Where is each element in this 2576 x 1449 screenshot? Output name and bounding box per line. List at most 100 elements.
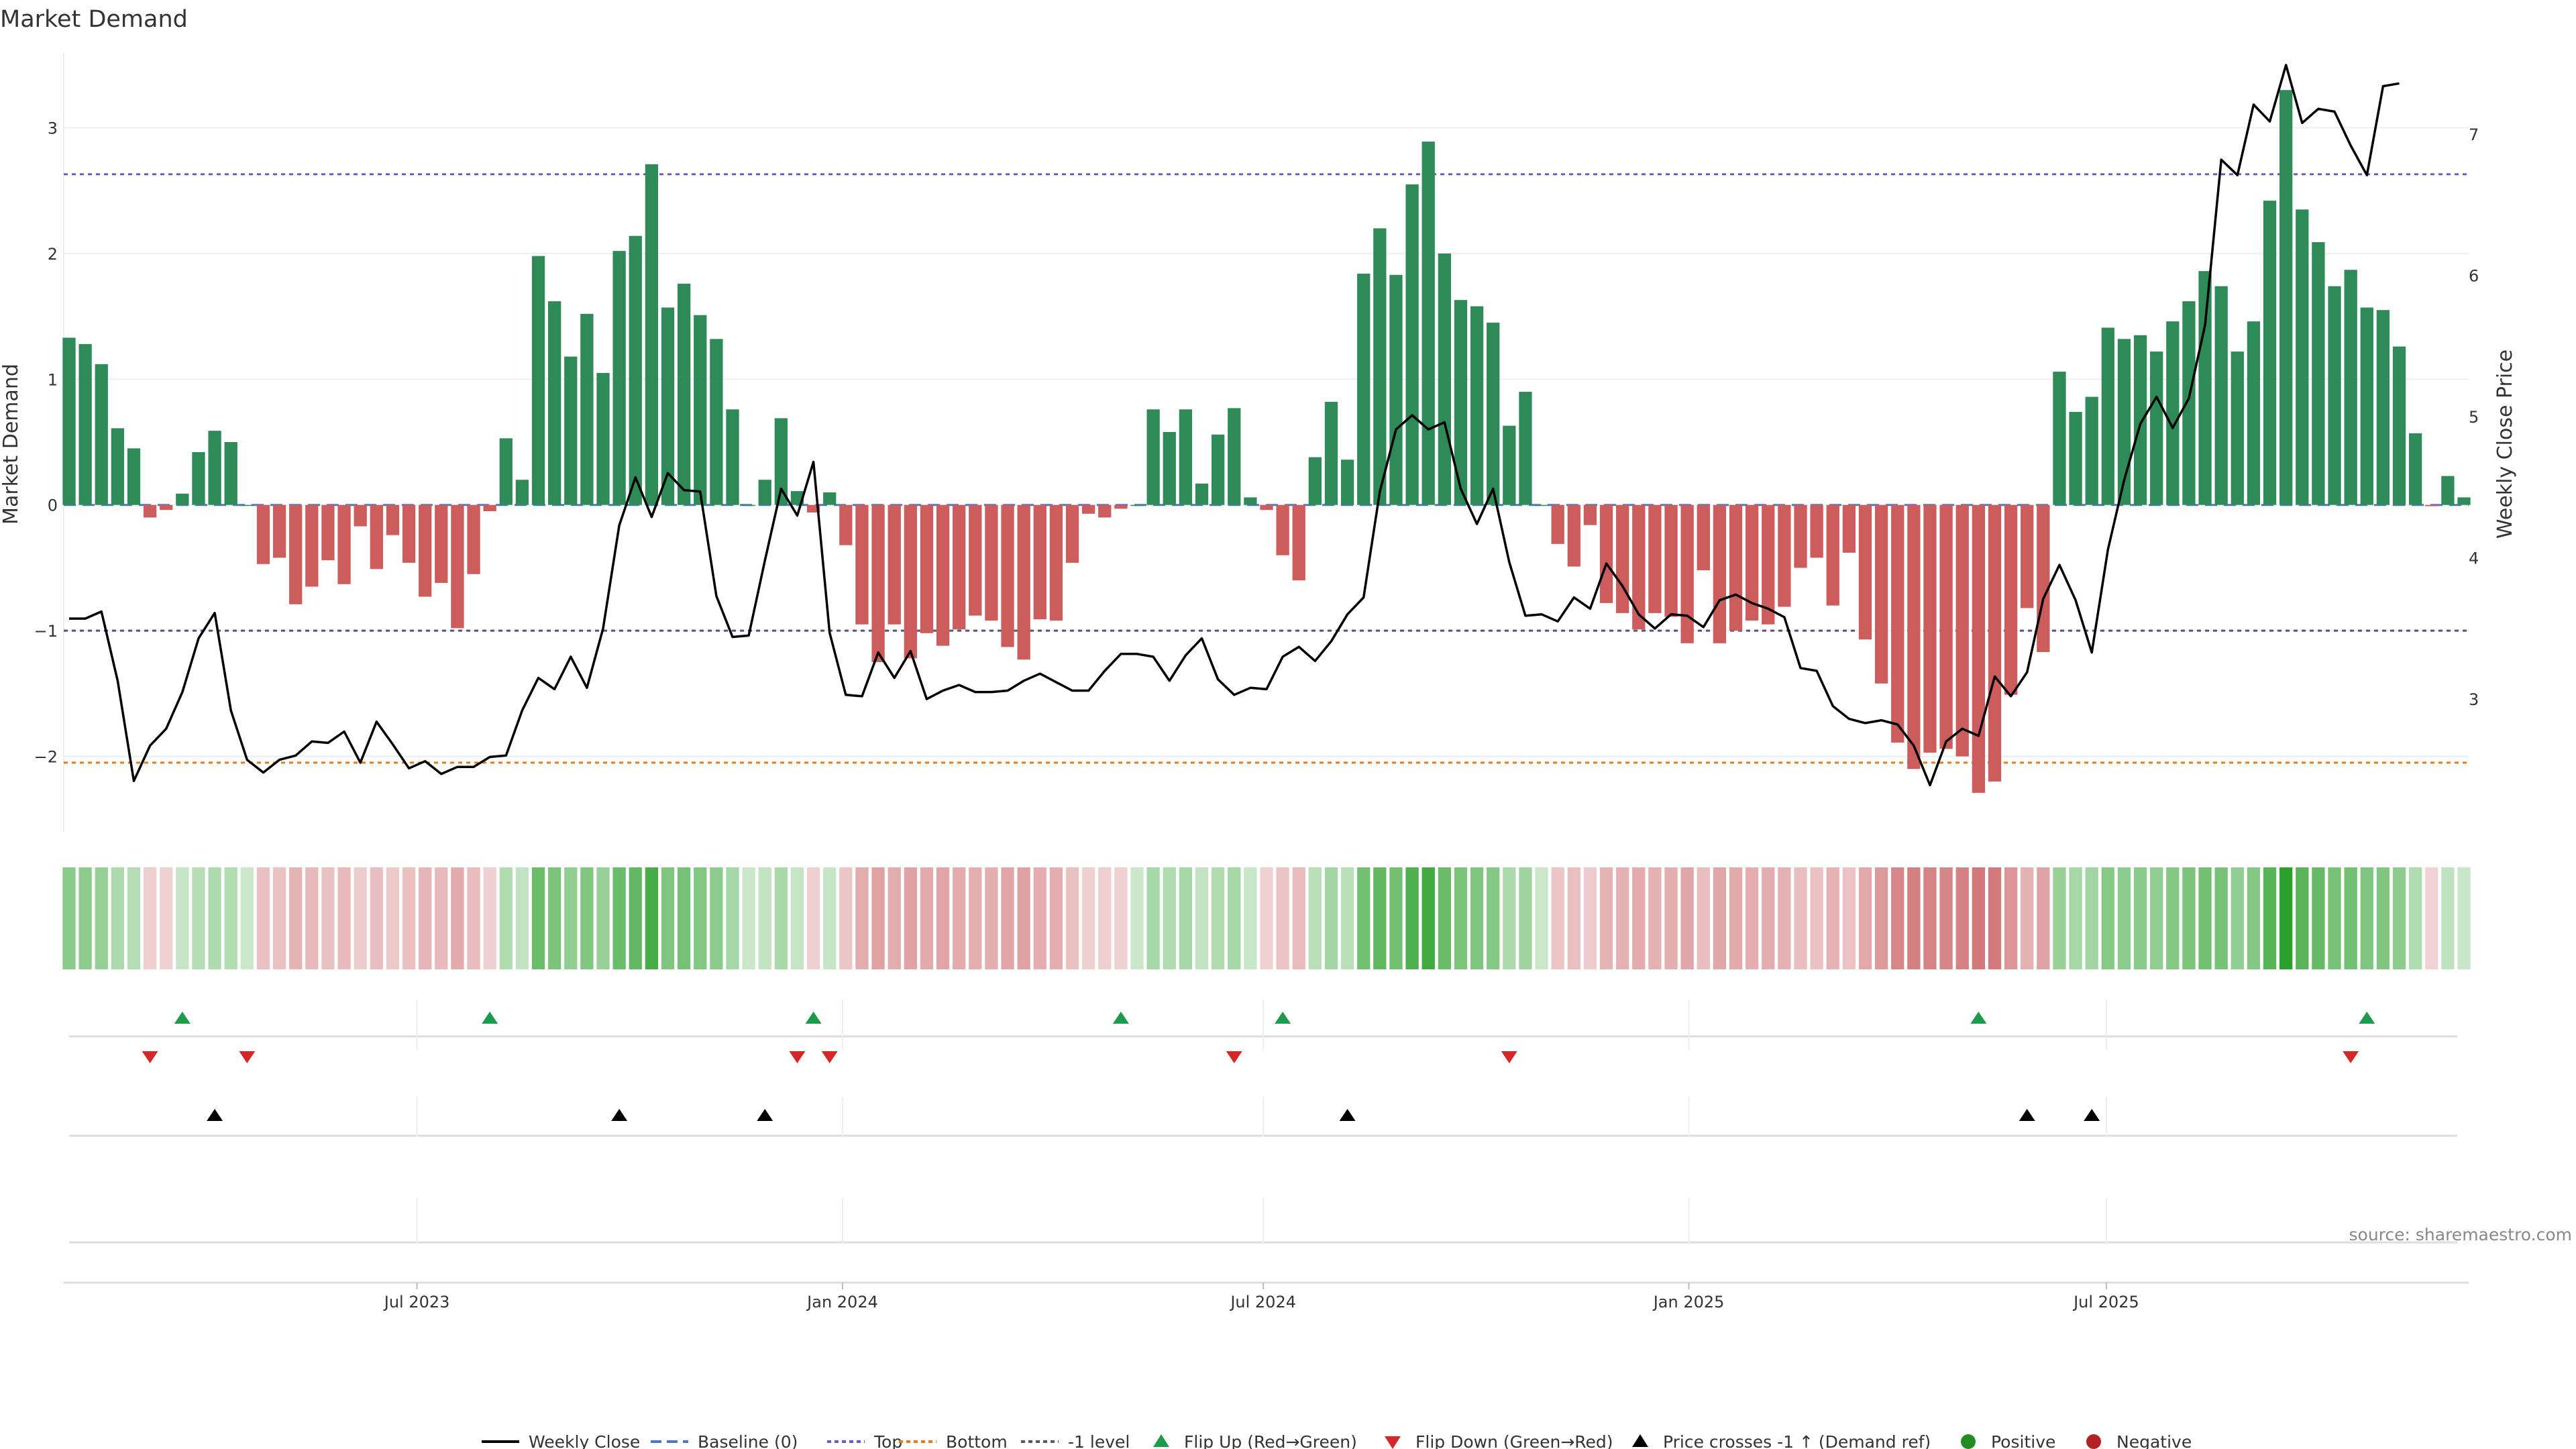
legend-item: -1 level: [1021, 1432, 1130, 1449]
heat-cell: [451, 867, 464, 969]
heat-cell: [1260, 867, 1273, 969]
price-cross-marker: [2084, 1109, 2100, 1121]
legend-swatch: [2086, 1434, 2101, 1449]
demand-bar: [2037, 504, 2050, 652]
heat-cell: [774, 867, 788, 969]
price-cross-marker: [1339, 1109, 1356, 1121]
demand-bar: [2392, 346, 2406, 505]
heat-cell: [1389, 867, 1403, 969]
flip-down-marker: [142, 1051, 158, 1063]
heat-cell: [1567, 867, 1580, 969]
legend-item: Price crosses -1 ↑ (Demand ref): [1632, 1432, 1931, 1449]
heat-cell: [1357, 867, 1371, 969]
heat-cell: [823, 867, 837, 969]
demand-bar: [1519, 392, 1532, 505]
demand-bar: [176, 493, 189, 505]
demand-bar: [451, 504, 464, 629]
demand-bar: [2182, 301, 2196, 505]
demand-bar: [904, 504, 917, 659]
heat-cell: [386, 867, 400, 969]
demand-bar: [1389, 274, 1403, 505]
heat-cell: [548, 867, 561, 969]
demand-bar: [1680, 504, 1694, 643]
heat-cell: [1001, 867, 1014, 969]
heat-cell: [1179, 867, 1193, 969]
heat-cell: [806, 867, 820, 969]
demand-bar: [2344, 270, 2357, 505]
flip-up-marker: [2359, 1012, 2375, 1024]
heat-cell: [2263, 867, 2277, 969]
heat-cell: [888, 867, 901, 969]
demand-bar: [1664, 504, 1678, 617]
flip-up-marker: [482, 1012, 498, 1024]
heat-cell: [1340, 867, 1354, 969]
left-axis-title: Market Demand: [0, 364, 23, 525]
heat-cell: [515, 867, 529, 969]
legend-label: Baseline (0): [698, 1432, 798, 1449]
heat-cell: [2166, 867, 2180, 969]
heat-cell: [1519, 867, 1532, 969]
heat-cell: [839, 867, 853, 969]
event-rows: [69, 1000, 2457, 1244]
heat-cell: [904, 867, 917, 969]
demand-bar: [1923, 504, 1937, 753]
heat-cell: [1324, 867, 1338, 969]
demand-bar: [1842, 504, 1856, 553]
demand-bar: [1211, 434, 1225, 505]
demand-bar: [1972, 504, 1985, 793]
heat-cell: [435, 867, 448, 969]
demand-bar: [515, 480, 529, 505]
heat-cell: [969, 867, 982, 969]
heat-cell: [2312, 867, 2325, 969]
heat-cell: [677, 867, 691, 969]
heat-cell: [2198, 867, 2212, 969]
demand-bar: [1583, 504, 1597, 525]
legend-label: Flip Up (Red→Green): [1184, 1432, 1357, 1449]
heat-cell: [419, 867, 432, 969]
heat-cell: [2376, 867, 2390, 969]
heat-cell: [499, 867, 513, 969]
x-tick-label: Jan 2024: [806, 1293, 878, 1311]
heat-cell: [2069, 867, 2082, 969]
heat-cell: [143, 867, 157, 969]
price-cross-marker: [611, 1109, 628, 1121]
demand-bar: [1891, 504, 1904, 743]
flip-up-marker: [174, 1012, 191, 1024]
demand-bar: [2021, 504, 2034, 608]
heat-cell: [1098, 867, 1112, 969]
demand-bar: [580, 313, 594, 505]
chart-title: Market Demand: [0, 6, 188, 33]
heat-cell: [2117, 867, 2131, 969]
heat-cell: [2360, 867, 2373, 969]
heat-cell: [855, 867, 869, 969]
heat-cell: [1632, 867, 1646, 969]
demand-bar: [1421, 142, 1435, 505]
x-tick-label: Jan 2025: [1652, 1293, 1725, 1311]
heat-cell: [580, 867, 594, 969]
legend-swatch: [1385, 1436, 1401, 1449]
demand-bar: [1017, 504, 1030, 660]
demand-bar: [548, 301, 561, 505]
heat-cell: [95, 867, 108, 969]
heat-cell: [483, 867, 496, 969]
heat-cell: [2408, 867, 2422, 969]
demand-bar: [1826, 504, 1839, 606]
demand-bar: [742, 504, 755, 506]
right-tick-label: 3: [2469, 690, 2479, 709]
demand-bar: [564, 356, 578, 505]
price-cross-marker: [2019, 1109, 2035, 1121]
demand-bar: [1697, 504, 1710, 571]
demand-bar: [1939, 504, 1953, 749]
legend-item: Negative: [2086, 1432, 2192, 1449]
weekly-close-line: [69, 64, 2400, 787]
heat-cell: [645, 867, 659, 969]
heat-cell: [402, 867, 416, 969]
demand-bar: [1794, 504, 1807, 568]
flip-down-marker: [1501, 1051, 1517, 1063]
left-tick-label: 1: [48, 370, 58, 389]
heat-cell: [1907, 867, 1921, 969]
demand-bar: [1195, 483, 1209, 505]
demand-bar: [2360, 307, 2373, 505]
legend-item: Flip Down (Green→Red): [1385, 1432, 1613, 1449]
